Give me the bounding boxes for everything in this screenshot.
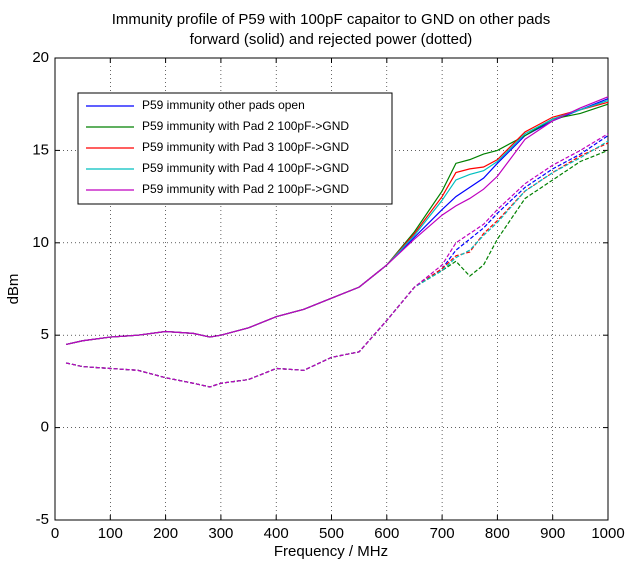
x-axis-label: Frequency / MHz bbox=[274, 543, 388, 560]
x-tick-label: 300 bbox=[208, 525, 233, 542]
x-tick-label: 900 bbox=[540, 525, 565, 542]
legend-label: P59 immunity with Pad 2 100pF->GND bbox=[142, 182, 349, 196]
legend-label: P59 immunity with Pad 3 100pF->GND bbox=[142, 140, 349, 154]
chart-title: Immunity profile of P59 with 100pF capai… bbox=[112, 11, 551, 28]
y-tick-label: 15 bbox=[32, 141, 49, 158]
rejected-line bbox=[65, 133, 609, 388]
x-tick-label: 400 bbox=[264, 525, 289, 542]
y-tick-label: 0 bbox=[41, 419, 49, 436]
chart-subtitle: forward (solid) and rejected power (dott… bbox=[190, 31, 473, 48]
x-tick-label: 500 bbox=[319, 525, 344, 542]
x-tick-label: 1000 bbox=[591, 525, 624, 542]
x-tick-label: 700 bbox=[430, 525, 455, 542]
y-tick-label: 20 bbox=[32, 49, 49, 66]
y-axis-label: dBm bbox=[5, 274, 22, 305]
y-tick-label: 10 bbox=[32, 234, 49, 251]
legend-label: P59 immunity with Pad 2 100pF->GND bbox=[142, 119, 349, 133]
y-tick-label: -5 bbox=[36, 511, 49, 528]
x-tick-label: 800 bbox=[485, 525, 510, 542]
legend-label: P59 immunity with Pad 4 100pF->GND bbox=[142, 161, 349, 175]
x-tick-label: 200 bbox=[153, 525, 178, 542]
x-tick-label: 600 bbox=[374, 525, 399, 542]
x-tick-label: 100 bbox=[98, 525, 123, 542]
forward-line bbox=[65, 96, 609, 346]
y-tick-label: 5 bbox=[41, 326, 49, 343]
legend-label: P59 immunity other pads open bbox=[142, 98, 305, 112]
plot-frame bbox=[54, 57, 609, 521]
x-tick-label: 0 bbox=[51, 525, 59, 542]
